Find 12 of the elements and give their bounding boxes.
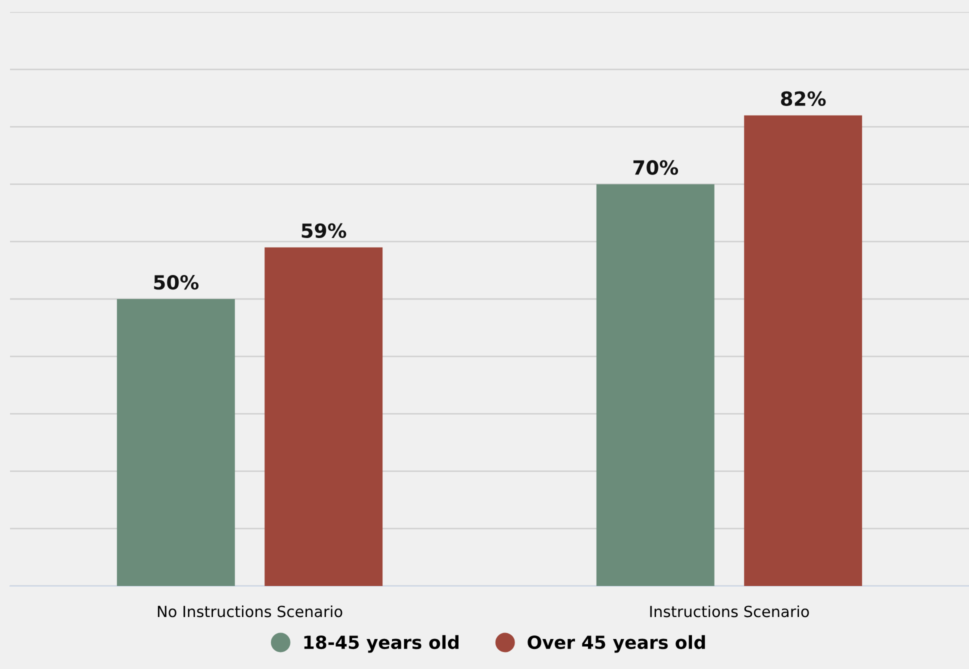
bar	[744, 115, 862, 586]
data-label: 82%	[781, 91, 826, 106]
legend-label: 18-45 years old	[304, 635, 458, 653]
bar	[116, 299, 235, 586]
legend-label: Over 45 years old	[528, 635, 705, 653]
data-label: 50%	[154, 274, 199, 290]
x-tick-label: Instructions Scenario	[650, 605, 809, 618]
x-tick-label: No Instructions Scenario	[158, 605, 342, 618]
data-label: 59%	[302, 223, 346, 238]
data-label: 70%	[633, 160, 678, 175]
bar	[264, 247, 383, 586]
bar	[596, 184, 714, 586]
